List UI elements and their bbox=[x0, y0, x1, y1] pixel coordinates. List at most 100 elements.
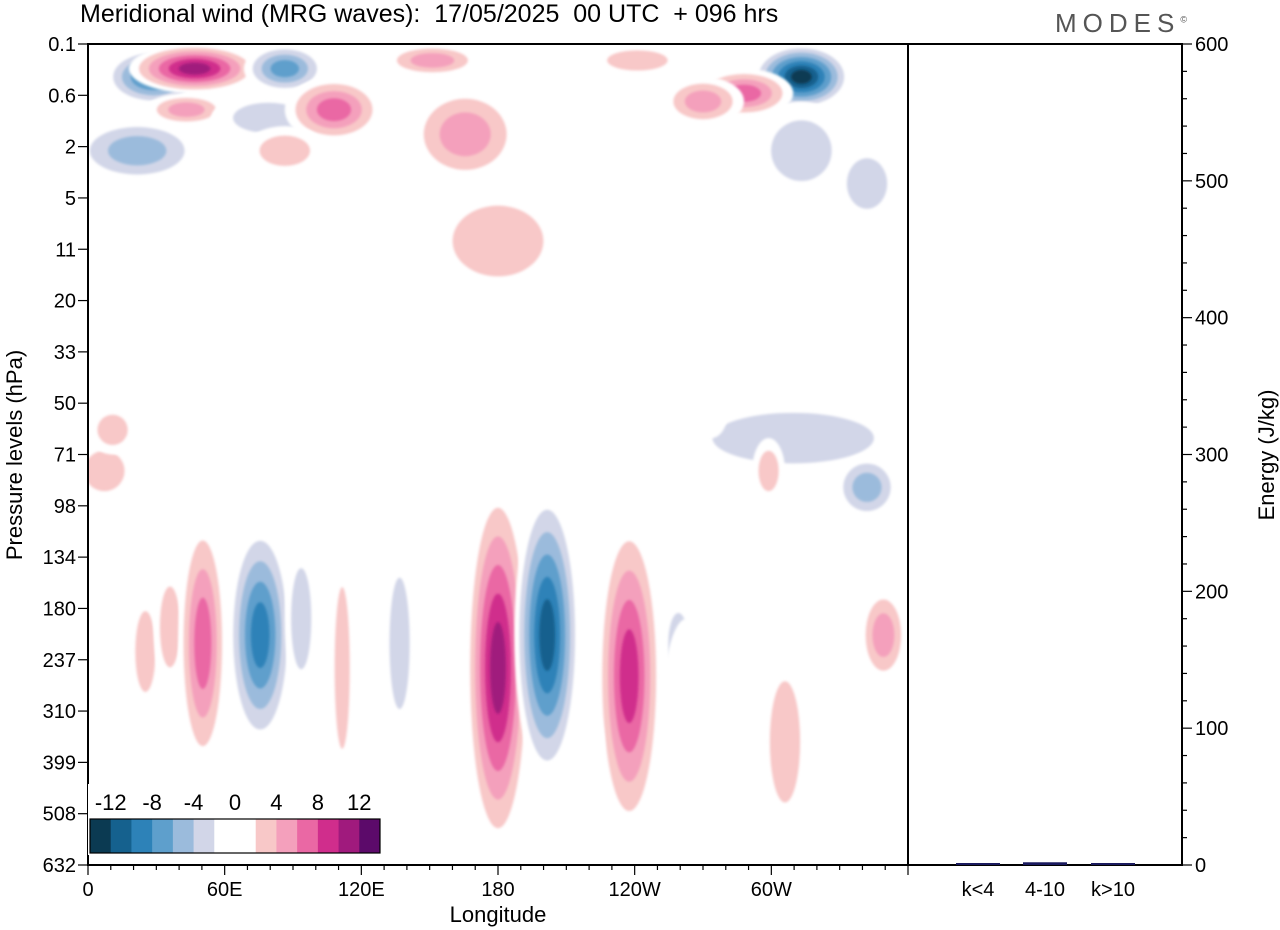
y-tick-label: 5 bbox=[65, 188, 76, 210]
y-tick-label: 20 bbox=[54, 291, 76, 313]
energy-axis-label: Energy (J/kg) bbox=[1254, 390, 1279, 521]
logo-mark: © bbox=[1180, 14, 1187, 25]
contour-blob bbox=[276, 199, 375, 283]
colorbar-frame bbox=[89, 818, 381, 854]
energy-panel-frame bbox=[907, 43, 1183, 866]
x-axis-label: Longitude bbox=[450, 902, 547, 927]
colorbar-swatch bbox=[131, 819, 153, 853]
energy-bar bbox=[1091, 863, 1135, 865]
colorbar-swatch bbox=[152, 819, 174, 853]
y-tick-label: 11 bbox=[55, 239, 76, 261]
contour-blob bbox=[135, 611, 156, 692]
y-tick-label: 237 bbox=[43, 650, 76, 672]
colorbar-swatch bbox=[214, 819, 236, 853]
contour-blob bbox=[97, 414, 128, 446]
x-tick-label: 180 bbox=[481, 879, 514, 901]
colorbar-label: -12 bbox=[95, 790, 127, 815]
contour-blob bbox=[316, 98, 352, 122]
energy-category-label: k>10 bbox=[1091, 879, 1135, 901]
contour-blob bbox=[619, 629, 639, 724]
x-tick-label: 0 bbox=[82, 879, 93, 901]
colorbar-swatch bbox=[297, 819, 319, 853]
contour-blob bbox=[621, 446, 720, 496]
contour-blob bbox=[108, 136, 167, 166]
contour-blob bbox=[735, 626, 769, 710]
contour-blob bbox=[159, 586, 181, 668]
contour-blob bbox=[817, 635, 851, 767]
contour-blob bbox=[219, 421, 253, 471]
y-tick-label: 508 bbox=[43, 804, 76, 826]
contour-blob bbox=[389, 577, 410, 710]
energy-tick-label: 400 bbox=[1195, 308, 1228, 330]
energy-tick-label: 0 bbox=[1195, 855, 1206, 877]
contour-blob bbox=[891, 676, 908, 775]
contour-blob bbox=[769, 681, 801, 803]
contour-blob bbox=[291, 568, 312, 670]
contour-blob bbox=[407, 717, 457, 816]
y-tick-label: 98 bbox=[54, 496, 76, 518]
x-tick-label: 60W bbox=[751, 879, 792, 901]
colorbar-swatch bbox=[276, 819, 298, 853]
y-tick-label: 180 bbox=[43, 598, 76, 620]
contour-blob bbox=[259, 135, 311, 166]
contour-blob bbox=[571, 700, 605, 800]
colorbar-label: -4 bbox=[184, 790, 204, 815]
energy-category-label: 4-10 bbox=[1025, 879, 1065, 901]
colorbar-swatch bbox=[172, 819, 195, 853]
contour-blob bbox=[791, 69, 812, 84]
contour-blob bbox=[489, 158, 589, 192]
contour-blob bbox=[670, 224, 818, 274]
energy-bars: k<4 4-10 k>10 bbox=[956, 862, 1135, 901]
colorbar-label: 0 bbox=[229, 790, 241, 815]
colorbar-label: 4 bbox=[270, 790, 282, 815]
energy-tick-label: 600 bbox=[1195, 34, 1228, 56]
y-axis: 0.1 0.6 2 5 11 20 33 50 71 98 134 180 237 310 399 508 63… bbox=[43, 34, 88, 877]
x-tick-label: 120E bbox=[338, 879, 385, 901]
contour-blob bbox=[621, 208, 703, 242]
x-axis: 0 60E 120E 180 120W 60W bbox=[82, 865, 909, 901]
contour-blob bbox=[334, 587, 350, 749]
y-tick-label: 50 bbox=[54, 393, 76, 415]
colorbar-swatch bbox=[255, 819, 277, 853]
colorbar-swatch bbox=[317, 819, 340, 853]
contour-blob bbox=[852, 472, 882, 502]
contour-blob bbox=[712, 412, 874, 464]
y-tick-label: 0.1 bbox=[48, 34, 76, 56]
contour-blob bbox=[439, 112, 491, 157]
contour-blob bbox=[452, 205, 544, 277]
colorbar-swatch bbox=[90, 819, 112, 853]
contour-blob bbox=[846, 158, 888, 209]
colorbar-label: -8 bbox=[142, 790, 162, 815]
colorbar-swatch bbox=[110, 819, 132, 853]
y-tick-label: 33 bbox=[54, 342, 76, 364]
energy-tick-label: 100 bbox=[1195, 718, 1228, 740]
contour-blob bbox=[88, 450, 125, 492]
wind-contour-field bbox=[88, 44, 908, 857]
contour-blob bbox=[563, 134, 630, 168]
colorbar-label: 8 bbox=[312, 790, 324, 815]
contour-blob bbox=[178, 62, 211, 75]
contour-blob bbox=[168, 102, 205, 117]
y-tick-label: 134 bbox=[43, 547, 76, 569]
contour-blob bbox=[872, 613, 895, 658]
colorbar-swatch bbox=[359, 819, 381, 853]
energy-bar bbox=[1023, 862, 1067, 865]
contour-blob bbox=[621, 413, 671, 447]
contour-blob bbox=[580, 413, 630, 463]
colorbar-swatch bbox=[338, 819, 360, 853]
energy-tick-label: 300 bbox=[1195, 445, 1228, 467]
y-axis-label: Pressure levels (hPa) bbox=[2, 350, 27, 560]
contour-blob bbox=[112, 232, 261, 266]
y-tick-label: 399 bbox=[43, 752, 76, 774]
modes-logo: MODES© bbox=[1055, 8, 1187, 39]
chart-title: Meridional wind (MRG waves): 17/05/2025 … bbox=[80, 0, 779, 28]
contour-blob bbox=[539, 599, 556, 671]
contour-blob bbox=[194, 597, 212, 690]
colorbar-swatch bbox=[235, 819, 257, 853]
contour-blob bbox=[678, 364, 712, 398]
y-tick-label: 632 bbox=[43, 855, 76, 877]
energy-category-label: k<4 bbox=[962, 879, 995, 901]
colorbar-label: 12 bbox=[347, 790, 371, 815]
colorbar: -12 -8 -4 0 4 8 12 bbox=[88, 784, 382, 855]
energy-tick-label: 500 bbox=[1195, 171, 1228, 193]
